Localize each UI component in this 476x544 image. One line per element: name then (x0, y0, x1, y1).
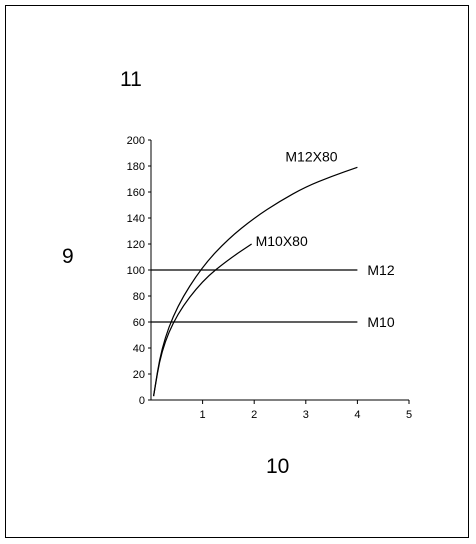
series-label-m10: M10 (367, 314, 394, 330)
y-tick-label: 140 (127, 213, 145, 225)
y-tick-label: 0 (139, 395, 145, 407)
series-label-m10x80: M10X80 (256, 233, 308, 249)
y-tick-label: 200 (127, 135, 145, 147)
callout-label-left: 9 (62, 245, 74, 268)
chart-series: M12X80 M10X80 M12 M10 (151, 148, 395, 397)
callout-label-top: 11 (120, 68, 142, 91)
chart-ticks: 0 20 40 60 80 100 120 140 160 180 200 1 2 3 4 5 (127, 135, 412, 421)
series-line-m12x80 (152, 166, 358, 397)
y-tick-label: 100 (127, 265, 145, 277)
x-tick-label: 2 (251, 409, 257, 421)
x-tick-label: 4 (354, 409, 360, 421)
y-tick-label: 60 (133, 317, 145, 329)
series-label-m12: M12 (367, 262, 394, 278)
y-tick-label: 160 (127, 187, 145, 199)
y-tick-label: 20 (133, 369, 145, 381)
x-tick-label: 1 (200, 409, 206, 421)
y-tick-label: 180 (127, 161, 145, 173)
series-label-m12x80: M12X80 (285, 148, 337, 164)
y-tick-label: 120 (127, 239, 145, 251)
series-line-m10x80 (152, 243, 252, 397)
callout-label-bottom: 10 (266, 455, 290, 478)
figure-frame (5, 5, 469, 538)
x-tick-label: 3 (303, 409, 309, 421)
y-tick-label: 80 (133, 291, 145, 303)
y-tick-label: 40 (133, 343, 145, 355)
x-tick-label: 5 (406, 409, 412, 421)
